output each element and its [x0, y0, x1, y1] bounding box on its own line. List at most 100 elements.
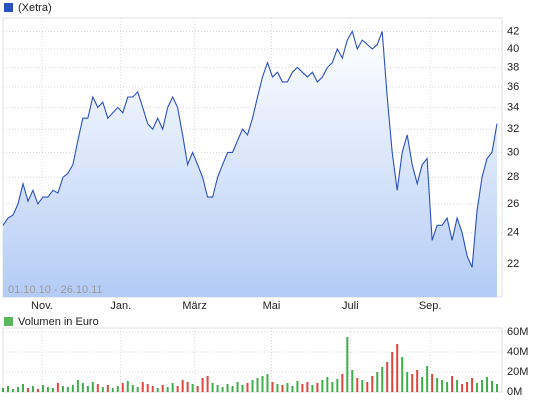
volume-bar	[131, 385, 134, 392]
volume-bar	[391, 352, 394, 392]
volume-bar	[291, 386, 294, 392]
volume-bar	[271, 382, 274, 392]
y-tick-label: 22	[507, 258, 519, 270]
volume-bar	[276, 384, 279, 392]
volume-bar	[191, 384, 194, 392]
volume-bar	[491, 381, 494, 392]
volume-bar	[6, 386, 9, 392]
volume-bar	[241, 385, 244, 392]
volume-bar	[66, 387, 69, 392]
volume-bar	[441, 380, 444, 392]
volume-bar	[61, 386, 64, 392]
volume-bar	[486, 377, 489, 392]
volume-bar	[196, 386, 199, 392]
volume-bar	[216, 385, 219, 392]
volume-bar	[261, 376, 264, 392]
volume-bar	[326, 377, 329, 392]
y-tick-label: 36	[507, 81, 519, 93]
legend-label: (Xetra)	[18, 2, 52, 14]
volume-bar	[186, 382, 189, 392]
volume-bar	[406, 372, 409, 392]
y-tick-label: 40	[507, 43, 519, 55]
volume-bar	[46, 387, 49, 392]
volume-bar	[456, 380, 459, 392]
volume-bar	[446, 382, 449, 392]
y-tick-label: 26	[507, 198, 519, 210]
volume-bar	[251, 380, 254, 392]
y-tick-label: 60M	[507, 326, 528, 338]
volume-bar	[336, 379, 339, 392]
volume-bar	[2, 388, 4, 392]
volume-bar	[116, 386, 119, 392]
volume-bar	[431, 374, 434, 392]
volume-bar	[286, 383, 289, 392]
price-line	[2, 29, 498, 268]
volume-bar	[256, 378, 259, 392]
volume-bar	[86, 386, 89, 392]
y-tick-label: 28	[507, 171, 519, 183]
volume-bar	[121, 383, 124, 392]
volume-bar	[411, 374, 414, 392]
volume-bar	[236, 382, 239, 392]
x-tick-label: Mai	[263, 300, 281, 312]
volume-bar	[396, 344, 399, 392]
x-tick-label: Sep.	[419, 300, 442, 312]
volume-bar	[296, 381, 299, 392]
volume-bar	[166, 387, 169, 392]
y-tick-label: 32	[507, 123, 519, 135]
volume-bar	[306, 382, 309, 392]
volume-bar	[436, 378, 439, 392]
volume-bar	[141, 382, 144, 392]
volume-bar	[21, 384, 24, 392]
volume-bar	[56, 383, 59, 392]
volume-bar	[221, 387, 224, 392]
volume-bar	[11, 389, 14, 392]
volume-bar	[226, 384, 229, 392]
volume-bar	[51, 388, 54, 392]
y-tick-label: 0M	[507, 386, 522, 398]
volume-bar	[161, 385, 164, 392]
volume-bar	[36, 389, 39, 392]
volume-bar	[171, 383, 174, 392]
volume-bar	[96, 384, 99, 392]
volume-bar	[351, 370, 354, 392]
y-tick-label: 42	[507, 25, 519, 37]
volume-bar	[416, 370, 419, 392]
volume-bar	[181, 380, 184, 392]
volume-bar	[301, 384, 304, 392]
volume-bar	[346, 337, 349, 392]
y-tick-label: 38	[507, 61, 519, 73]
volume-bar	[496, 384, 499, 392]
volume-bar	[201, 378, 204, 392]
area-fill	[3, 31, 498, 298]
volume-bar	[471, 378, 474, 392]
volume-bar	[316, 383, 319, 392]
volume-bar	[101, 387, 104, 392]
volume-bar	[146, 384, 149, 392]
volume-bar	[231, 386, 234, 392]
volume-bar	[211, 383, 214, 392]
volume-bar	[361, 380, 364, 392]
volume-bar	[81, 383, 84, 392]
volume-bar	[156, 388, 159, 392]
date-range: 01.10.10 - 26.10.11	[8, 284, 103, 296]
volume-bar	[331, 382, 334, 392]
y-tick-label: 20M	[507, 366, 528, 378]
volume-bar	[151, 386, 154, 392]
x-tick-label: Juli	[342, 300, 359, 312]
y-tick-label: 40M	[507, 346, 528, 358]
volume-bar	[481, 380, 484, 392]
volume-bar	[356, 378, 359, 392]
volume-bar	[381, 367, 384, 392]
y-tick-label: 30	[507, 146, 519, 158]
volume-bar	[26, 388, 29, 392]
volume-bar	[91, 382, 94, 392]
legend-swatch	[4, 317, 13, 326]
volume-bar	[321, 380, 324, 392]
y-tick-label: 24	[507, 227, 519, 239]
volume-bar	[41, 385, 44, 392]
legend-swatch	[4, 3, 13, 12]
volume-bar	[311, 385, 314, 392]
volume-bar	[461, 384, 464, 392]
